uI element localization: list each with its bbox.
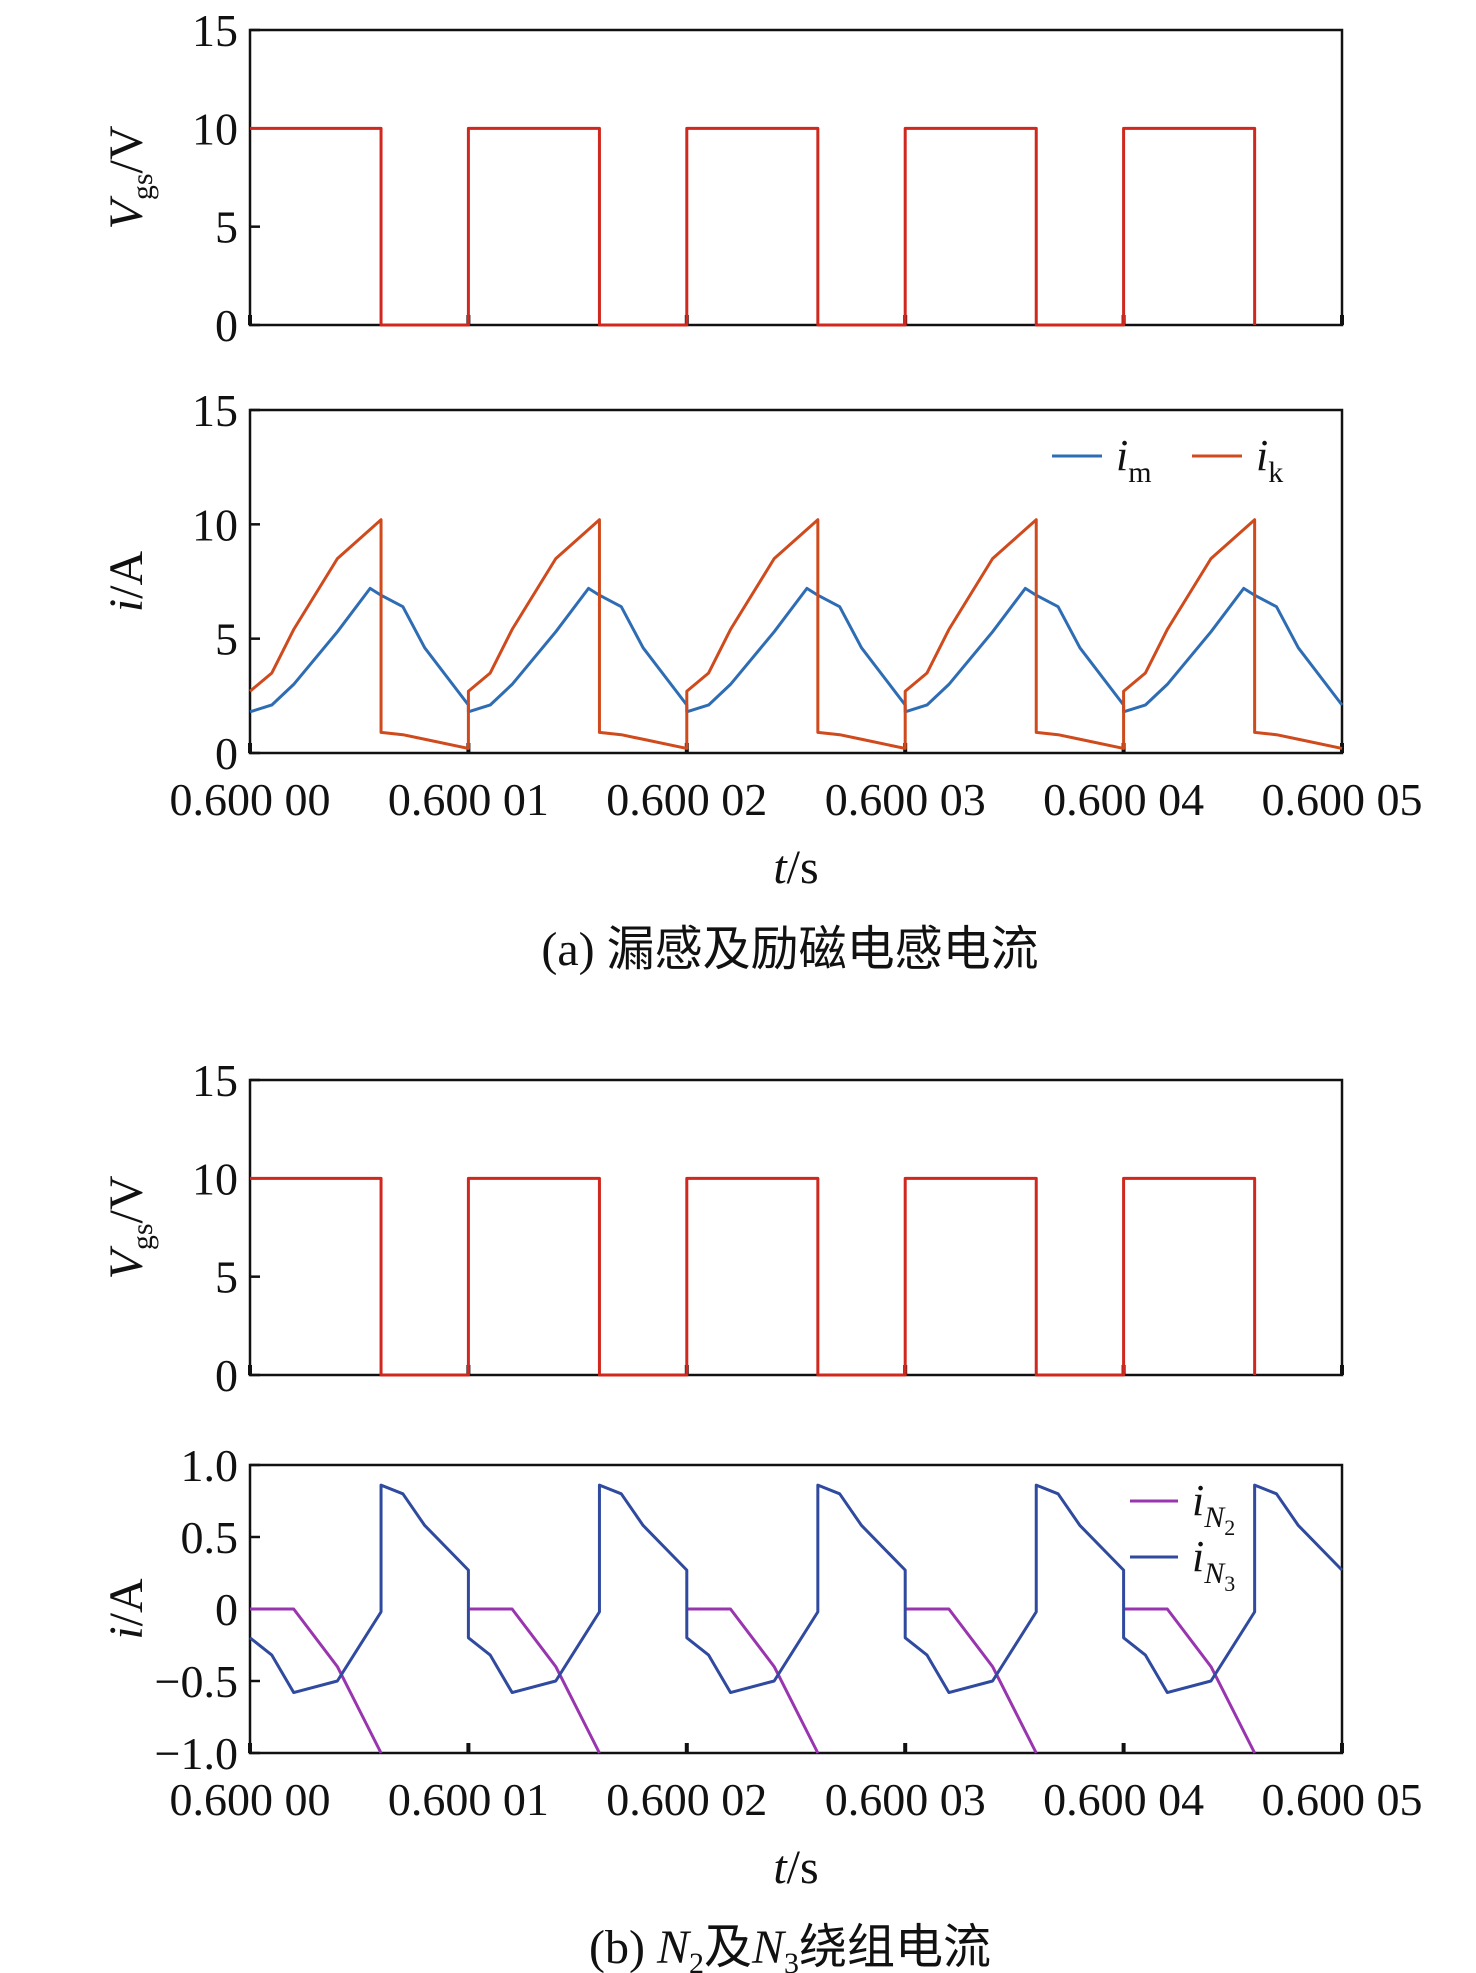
- x-axis-label: t/s: [773, 1841, 818, 1894]
- legend-symbol: i: [1116, 431, 1128, 480]
- y-tick-label: 0: [215, 1350, 238, 1401]
- legend-label: im: [1116, 431, 1152, 489]
- y-tick-label: 5: [215, 202, 238, 253]
- figure-caption: (a) 漏感及励磁电感电流: [541, 923, 1038, 976]
- y-tick-label: 5: [215, 1252, 238, 1303]
- series-line-iN2: [250, 1607, 1256, 1754]
- caption-prefix: (b): [589, 1921, 657, 1973]
- x-tick-label: 0.600 05: [1262, 1774, 1423, 1825]
- caption-subscript: 3: [784, 1947, 799, 1973]
- y-tick-label: 10: [192, 1153, 238, 1204]
- y-axis-label-symbol: V: [100, 1246, 153, 1280]
- x-tick-label: 0.600 01: [388, 774, 549, 825]
- panel-b-top: 0 5 10 15 Vgs/V: [100, 1055, 1344, 1401]
- x-tick-label: 0.600 02: [606, 1774, 767, 1825]
- y-axis-label: Vgs/V: [100, 1175, 159, 1279]
- x-tick-label: 0.600 00: [170, 774, 331, 825]
- series-line-ik: [249, 518, 1343, 750]
- y-tick-label: 10: [192, 103, 238, 154]
- y-axis-label-subscript: gs: [126, 173, 159, 200]
- y-axis-label-unit: /V: [100, 1175, 153, 1223]
- y-axis-label-unit: /V: [100, 125, 153, 173]
- y-axis-label: i/A: [100, 1578, 153, 1640]
- series-line-vgs-0: [250, 1176, 1257, 1377]
- caption-conjunction: 及: [704, 1921, 752, 1973]
- plot-frame: [248, 28, 1344, 327]
- legend-subscript: N: [1203, 1501, 1226, 1534]
- legend-symbol: i: [1192, 1532, 1204, 1581]
- legend-label: iN2: [1192, 1476, 1235, 1540]
- y-tick-label: 15: [192, 5, 238, 56]
- series-line-vgs-0: [250, 126, 1257, 327]
- y-tick-label: −0.5: [155, 1656, 238, 1707]
- x-tick-label: 0.600 03: [825, 1774, 986, 1825]
- x-axis-label-symbol: t: [773, 841, 788, 894]
- legend-symbol: i: [1192, 1476, 1204, 1525]
- y-axis-label-unit: /A: [100, 550, 153, 598]
- panel-b-bottom: −1.0 −0.5 0 0.5 1.0 0.600 00 0.600 01 0.600 02 0…: [100, 1440, 1423, 1973]
- y-axis-label-symbol: V: [100, 196, 153, 230]
- caption-subscript: 2: [689, 1947, 704, 1973]
- legend-subsubscript: 2: [1224, 1515, 1235, 1540]
- x-tick-label: 0.600 01: [388, 1774, 549, 1825]
- x-tick-label: 0.600 03: [825, 774, 986, 825]
- x-tick-label: 0.600 04: [1043, 1774, 1204, 1825]
- legend-symbol: i: [1256, 431, 1268, 480]
- x-axis-label-symbol: t: [773, 1841, 788, 1894]
- panel-a-top: 0 5 10 15 Vgs/V: [100, 5, 1344, 351]
- legend-label: ik: [1256, 431, 1283, 489]
- legend-subscript: k: [1268, 456, 1283, 489]
- panel-a-bottom: 0 5 10 15 0.600 00 0.600 01 0.600 02 0.600 03 0.…: [100, 385, 1423, 976]
- caption-symbol: N: [656, 1921, 692, 1973]
- y-tick-label: 15: [192, 1055, 238, 1106]
- plot-frame: [248, 1078, 1344, 1377]
- x-tick-label: 0.600 00: [170, 1774, 331, 1825]
- caption-symbol: N: [751, 1921, 787, 1973]
- y-tick-label: 0: [215, 728, 238, 779]
- x-axis-label-unit: /s: [787, 841, 819, 894]
- y-tick-label: 0.5: [181, 1512, 239, 1563]
- series-line-im: [249, 586, 1344, 714]
- y-axis-label: i/A: [100, 550, 153, 612]
- legend-subscript: m: [1128, 456, 1151, 489]
- y-axis-label-symbol: i: [100, 599, 153, 612]
- y-axis-label-subscript: gs: [126, 1223, 159, 1250]
- x-axis-label-unit: /s: [787, 1841, 819, 1894]
- x-tick-label: 0.600 04: [1043, 774, 1204, 825]
- y-tick-label: 0: [215, 300, 238, 351]
- y-tick-label: 1.0: [181, 1440, 239, 1491]
- caption-suffix: 绕组电流: [799, 1921, 991, 1973]
- y-tick-label: 15: [192, 385, 238, 436]
- y-tick-label: 5: [215, 614, 238, 665]
- legend-subscript: N: [1203, 1557, 1226, 1590]
- y-axis-label-unit: /A: [100, 1578, 153, 1626]
- series-line-iN3: [249, 1483, 1344, 1695]
- y-tick-label: 10: [192, 499, 238, 550]
- plot-frame: [248, 408, 1344, 755]
- figure-caption: (b) N2及N3绕组电流: [589, 1921, 991, 1973]
- x-axis-label: t/s: [773, 841, 818, 894]
- x-tick-label: 0.600 02: [606, 774, 767, 825]
- legend-subsubscript: 3: [1224, 1571, 1235, 1596]
- y-axis-label-symbol: i: [100, 1626, 153, 1639]
- x-tick-label: 0.600 05: [1262, 774, 1423, 825]
- y-tick-label: 0: [215, 1584, 238, 1635]
- legend-label: iN3: [1192, 1532, 1235, 1596]
- y-axis-label: Vgs/V: [100, 125, 159, 229]
- y-tick-label: −1.0: [155, 1728, 238, 1779]
